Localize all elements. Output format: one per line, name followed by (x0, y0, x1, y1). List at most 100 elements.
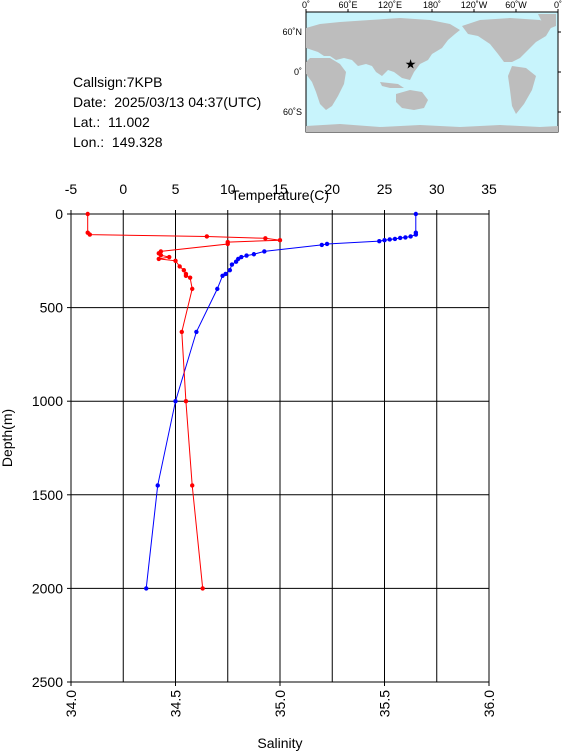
salinity-point (204, 234, 210, 239)
depth-tick-label: 500 (40, 300, 64, 316)
temperature-point (194, 329, 199, 335)
salinity-tick-label: 35.0 (272, 690, 288, 717)
land-greenland (538, 14, 556, 30)
depth-tick-label: 2500 (32, 674, 63, 690)
land-eurasia (306, 18, 460, 80)
map-lon-tick-label: 0˚ (554, 0, 562, 10)
temperature-point (408, 234, 413, 239)
temperature-tick-label: 5 (172, 181, 180, 197)
salinity-point (158, 252, 164, 258)
map-longitude-ticks: 0˚ 60˚E 120˚E 180˚ 120˚W 60˚W 0˚ (302, 0, 562, 12)
temperature-point (262, 249, 267, 254)
salinity-tick-label: 34.5 (168, 690, 184, 717)
temperature-point (233, 259, 239, 264)
temperature-tick-label: 30 (429, 181, 445, 197)
temperature-tick-label: -5 (65, 181, 78, 197)
depth-tick-label: 1500 (32, 487, 63, 503)
salinity-axis-label: Salinity (257, 735, 302, 751)
salinity-point (183, 399, 189, 404)
map-land (306, 14, 558, 132)
land-africa (306, 58, 346, 110)
temperature-tick-label: 20 (324, 181, 340, 197)
salinity-point (173, 258, 178, 263)
temperature-point (144, 586, 149, 591)
temperature-axis-label: Temperature(C) (231, 187, 329, 203)
series-layer (85, 211, 419, 591)
temperature-point (215, 286, 220, 292)
salinity-line (87, 214, 281, 589)
map-lat-tick-label: 60˚N (282, 27, 302, 37)
temperature-point (227, 267, 233, 273)
temperature-point (382, 238, 387, 243)
map-lon-tick-label: 60˚E (338, 0, 357, 10)
depth-axis-label: Depth(m) (0, 409, 15, 467)
temperature-point (173, 399, 178, 404)
temperature-point (397, 235, 403, 241)
depth-tick-label: 0 (55, 206, 63, 222)
depth-tick-label: 2000 (32, 580, 63, 596)
temperature-point (229, 262, 235, 267)
temperature-tick-label: 25 (377, 181, 393, 197)
salinity-point (87, 232, 93, 237)
salinity-point (177, 264, 182, 269)
salinity-series (85, 211, 283, 591)
date-text: Date: 2025/03/13 04:37(UTC) (73, 94, 262, 110)
depth-tick-label: 1000 (32, 393, 63, 409)
temperature-point (392, 236, 398, 242)
world-map: ★ 0˚ 60˚E 120˚E 180˚ 120˚W 60˚W 0˚ 60˚N 0˚ 60˚S (282, 0, 562, 133)
salinity-tick-label: 35.5 (377, 690, 393, 717)
temperature-tick-label: 10 (220, 181, 236, 197)
temperature-point (324, 241, 330, 247)
axis-ticks: -5 0 5 10 15 20 25 30 350500100015002000250034.0… (32, 181, 497, 717)
temperature-point (319, 242, 324, 248)
salinity-point (190, 286, 195, 292)
land-australia (396, 90, 428, 110)
temperature-point (220, 273, 225, 278)
temperature-point (403, 235, 408, 240)
map-latitude-ticks: 60˚N 0˚ 60˚S (282, 27, 561, 117)
temperature-point (413, 232, 419, 237)
temperature-point (413, 211, 419, 217)
temperature-tick-label: 35 (481, 181, 497, 197)
temperature-point (377, 238, 382, 244)
map-lat-tick-label: 0˚ (294, 67, 302, 77)
map-lon-tick-label: 180˚ (423, 0, 441, 10)
longitude-text: Lon.: 149.328 (73, 134, 163, 150)
land-indonesia (380, 82, 404, 88)
salinity-point (156, 256, 161, 262)
salinity-point (167, 254, 172, 260)
map-lon-tick-label: 0˚ (302, 0, 310, 10)
latitude-text: Lat.: 11.002 (73, 114, 150, 130)
callsign-text: Callsign:7KPB (73, 74, 163, 90)
map-lon-tick-label: 60˚W (505, 0, 527, 10)
temperature-point (251, 252, 257, 257)
land-south-america (508, 66, 536, 114)
plot-area: -5 0 5 10 15 20 25 30 350500100015002000250034.0… (0, 181, 497, 751)
station-marker-icon: ★ (405, 57, 417, 72)
temperature-tick-label: 15 (272, 181, 288, 197)
salinity-point (187, 275, 193, 280)
temperature-point (244, 253, 249, 258)
salinity-point (200, 586, 205, 591)
salinity-point (190, 483, 195, 488)
salinity-point (183, 273, 189, 278)
map-lat-tick-label: 60˚S (283, 107, 302, 117)
grid-lines (71, 214, 489, 682)
salinity-point (263, 236, 268, 241)
temperature-point (387, 237, 392, 242)
map-lon-tick-label: 120˚E (378, 0, 402, 10)
salinity-point (181, 267, 187, 273)
salinity-tick-label: 34.0 (63, 690, 79, 717)
temperature-point (155, 483, 160, 488)
land-antarctica (306, 124, 558, 132)
temperature-series (144, 211, 419, 591)
salinity-point (85, 211, 90, 217)
land-north-america (462, 18, 552, 62)
salinity-point (277, 238, 283, 243)
salinity-point (179, 329, 184, 335)
temperature-tick-label: 0 (119, 181, 127, 197)
salinity-point (225, 241, 230, 247)
map-lon-tick-label: 120˚W (461, 0, 488, 10)
